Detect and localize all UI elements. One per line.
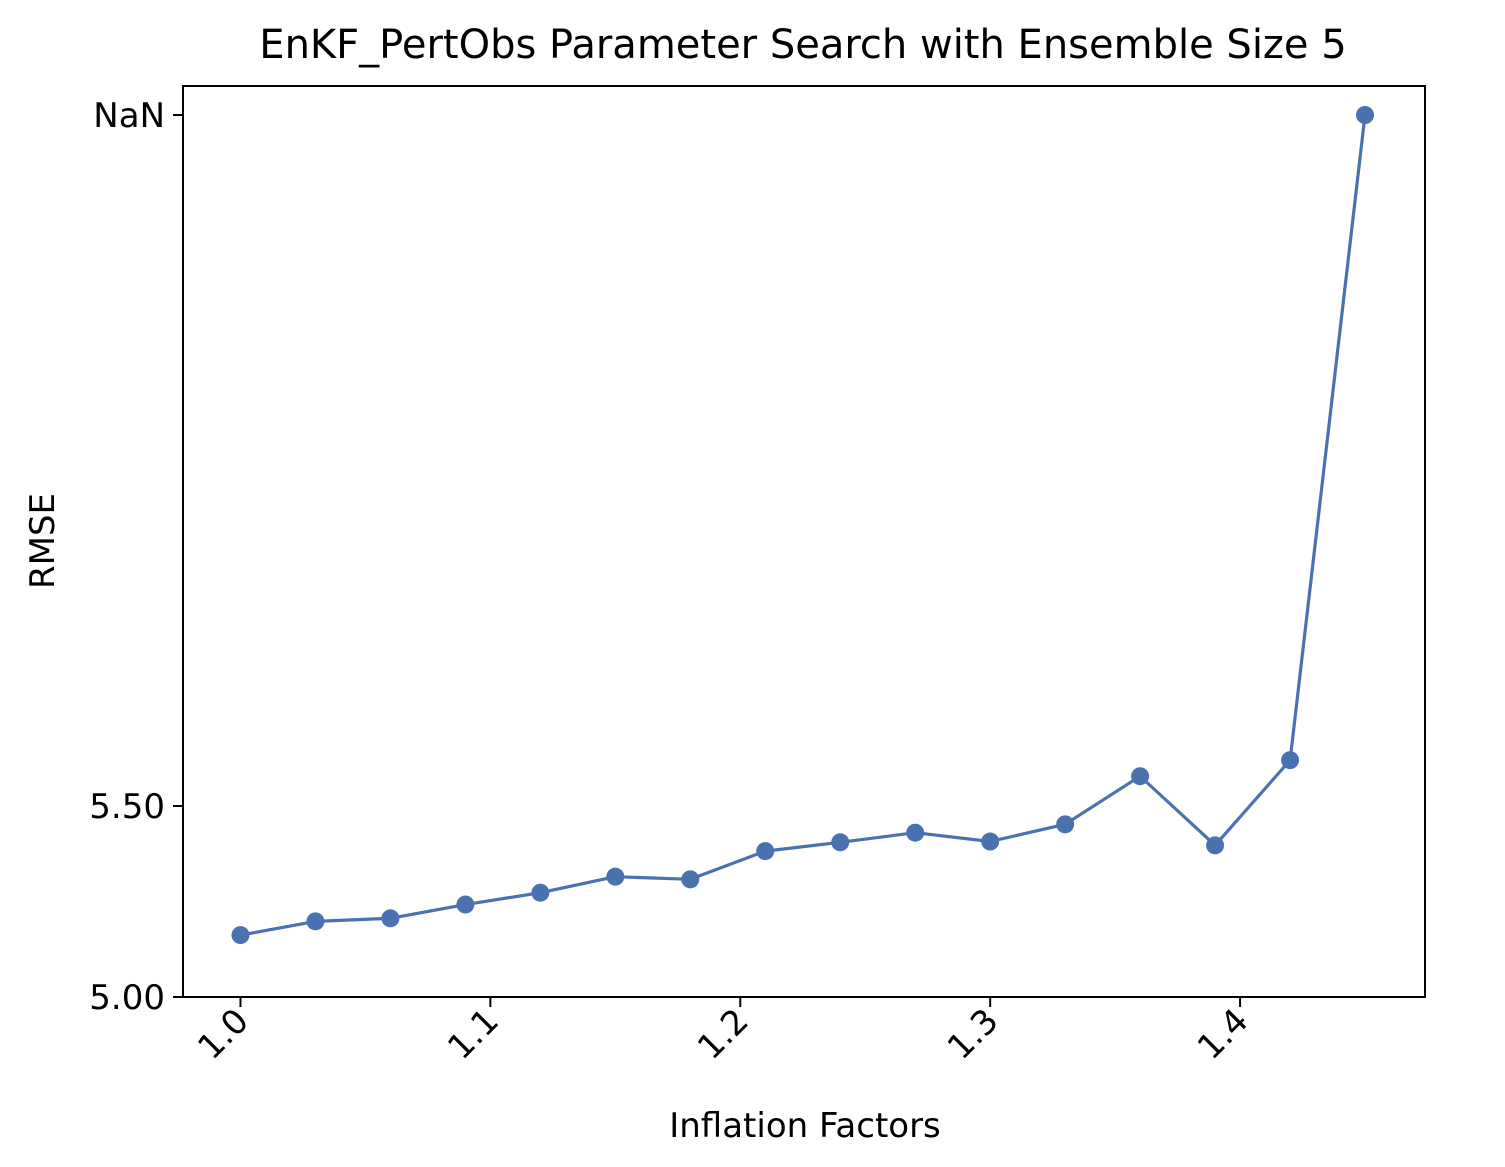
data-point	[456, 896, 474, 914]
x-tick-label: 1.2	[690, 1001, 757, 1068]
x-tick-label: 1.0	[190, 1001, 257, 1068]
data-point	[981, 833, 999, 851]
plot-frame	[183, 86, 1425, 997]
y-tick-label: NaN	[93, 96, 165, 136]
data-point	[1281, 751, 1299, 769]
chart-title: EnKF_PertObs Parameter Search with Ensem…	[259, 22, 1346, 68]
data-point	[1056, 815, 1074, 833]
x-axis-label: Inflation Factors	[669, 1106, 941, 1146]
data-point	[381, 909, 399, 927]
series-markers	[231, 106, 1374, 944]
x-tick-label: 1.3	[940, 1001, 1007, 1068]
x-axis: 1.0 1.1 1.2 1.3 1.4	[190, 997, 1256, 1068]
data-point	[1131, 767, 1149, 785]
data-point	[531, 884, 549, 902]
data-point	[306, 912, 324, 930]
data-point	[681, 870, 699, 888]
x-tick-label: 1.1	[440, 1001, 507, 1068]
data-point	[756, 842, 774, 860]
data-point	[1356, 106, 1374, 124]
data-point	[606, 868, 624, 886]
series-line	[241, 115, 1366, 935]
data-point	[1206, 836, 1224, 854]
y-tick-label: 5.00	[89, 978, 165, 1018]
y-tick-label: 5.50	[89, 787, 165, 827]
data-point	[906, 824, 924, 842]
data-point	[231, 926, 249, 944]
y-axis: 5.00 5.50 NaN	[89, 96, 183, 1018]
data-point	[831, 833, 849, 851]
y-axis-label: RMSE	[23, 493, 63, 589]
x-tick-label: 1.4	[1190, 1001, 1257, 1068]
